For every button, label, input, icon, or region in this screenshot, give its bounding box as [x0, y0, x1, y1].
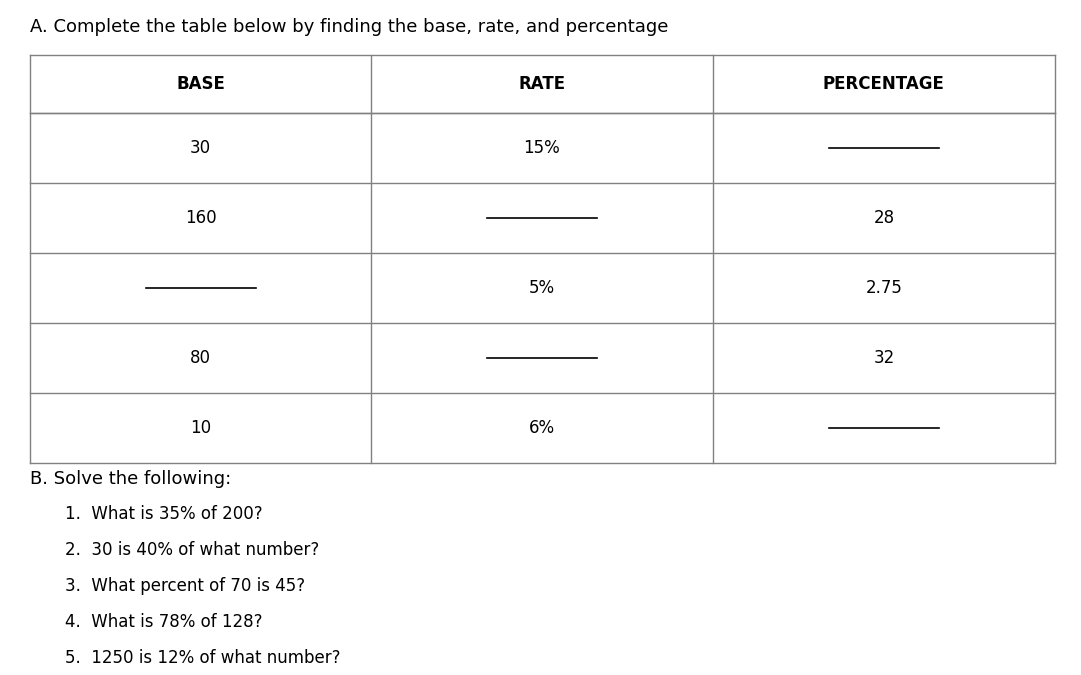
Text: 2.75: 2.75 [866, 279, 903, 297]
Text: 5.  1250 is 12% of what number?: 5. 1250 is 12% of what number? [65, 649, 341, 667]
Text: 6%: 6% [529, 419, 555, 437]
Text: RATE: RATE [519, 75, 565, 93]
Text: 10: 10 [190, 419, 211, 437]
Text: A. Complete the table below by finding the base, rate, and percentage: A. Complete the table below by finding t… [30, 18, 668, 36]
Text: 80: 80 [190, 349, 211, 367]
Text: 1.  What is 35% of 200?: 1. What is 35% of 200? [65, 505, 263, 523]
Text: 5%: 5% [529, 279, 555, 297]
Text: BASE: BASE [176, 75, 225, 93]
Text: 32: 32 [873, 349, 894, 367]
Text: B. Solve the following:: B. Solve the following: [30, 470, 231, 488]
Text: 4.  What is 78% of 128?: 4. What is 78% of 128? [65, 613, 263, 631]
Text: 2.  30 is 40% of what number?: 2. 30 is 40% of what number? [65, 541, 319, 559]
Text: 160: 160 [185, 209, 216, 227]
Text: PERCENTAGE: PERCENTAGE [823, 75, 945, 93]
Text: 28: 28 [873, 209, 894, 227]
Text: 30: 30 [190, 139, 211, 157]
Text: 15%: 15% [523, 139, 560, 157]
Text: 3.  What percent of 70 is 45?: 3. What percent of 70 is 45? [65, 577, 305, 595]
